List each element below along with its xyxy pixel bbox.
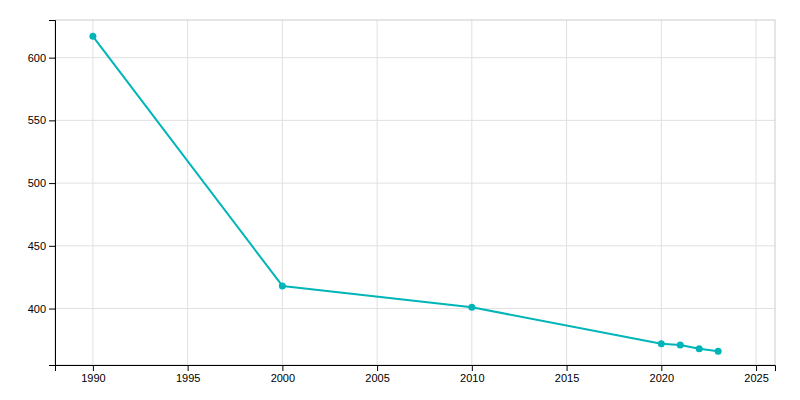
tick-label: 2005: [365, 372, 389, 384]
point: [279, 282, 286, 289]
marks: [89, 33, 721, 355]
tick-label: 2010: [460, 372, 484, 384]
tick-mark: [49, 309, 55, 310]
tick-label: 1990: [81, 372, 105, 384]
point: [468, 304, 475, 311]
grid-line: [55, 57, 775, 58]
tick-label: 600: [28, 52, 46, 64]
axis-line: [56, 366, 776, 372]
grid-line: [282, 20, 283, 365]
grid-line: [55, 120, 775, 121]
chart: 1990 1995 2000 2005 2010 2015 2020 2025 400 450 50…: [0, 0, 800, 400]
tick-mark: [49, 120, 55, 121]
tick-mark: [49, 183, 55, 184]
grid-line: [756, 20, 757, 365]
tick-label: 2025: [744, 372, 768, 384]
grid-line: [55, 245, 775, 246]
tick-label: 1995: [176, 372, 200, 384]
point: [677, 341, 684, 348]
tick-label: 2015: [555, 372, 579, 384]
tick: 2005: [365, 365, 389, 384]
tick: 1990: [81, 365, 105, 384]
grid-line: [187, 20, 188, 365]
tick: 1995: [176, 365, 200, 384]
tick-label: 550: [28, 114, 46, 126]
tick: 450: [28, 240, 55, 252]
point: [89, 33, 96, 40]
tick: 2025: [744, 365, 768, 384]
tick-mark: [49, 246, 55, 247]
point: [715, 348, 722, 355]
tick-label: 2000: [271, 372, 295, 384]
line: [93, 36, 718, 351]
plot-frame: [55, 20, 775, 365]
tick-label: 400: [28, 303, 46, 315]
grid-line: [661, 20, 662, 365]
point: [696, 345, 703, 352]
tick-label: 450: [28, 240, 46, 252]
grid-line: [55, 183, 775, 184]
tick: 2020: [650, 365, 674, 384]
grid-line: [55, 308, 775, 309]
grid-line: [566, 20, 567, 365]
point: [658, 340, 665, 347]
tick: 500: [28, 177, 55, 189]
tick: 2000: [271, 365, 295, 384]
grid-line: [92, 20, 93, 365]
tick: 550: [28, 114, 55, 126]
tick: 2010: [460, 365, 484, 384]
tick-mark: [661, 365, 662, 371]
tick-mark: [49, 58, 55, 59]
plot: 1990 1995 2000 2005 2010 2015 2020 2025 400 450 50…: [28, 20, 776, 384]
tick-mark: [756, 365, 757, 371]
tick-mark: [567, 365, 568, 371]
tick: 600: [28, 52, 55, 64]
x-axis: 1990 1995 2000 2005 2010 2015 2020 2025: [56, 365, 776, 384]
grid: [55, 20, 775, 365]
tick-mark: [282, 365, 283, 371]
grid-line: [471, 20, 472, 365]
tick-mark: [93, 365, 94, 371]
tick: 2015: [555, 365, 579, 384]
y-axis: 400 450 500 550 600: [28, 21, 56, 366]
grid-line: [377, 20, 378, 365]
tick: 400: [28, 303, 55, 315]
axis-line: [49, 21, 56, 366]
tick-label: 500: [28, 177, 46, 189]
tick-mark: [188, 365, 189, 371]
tick-mark: [472, 365, 473, 371]
tick-label: 2020: [650, 372, 674, 384]
tick-mark: [377, 365, 378, 371]
